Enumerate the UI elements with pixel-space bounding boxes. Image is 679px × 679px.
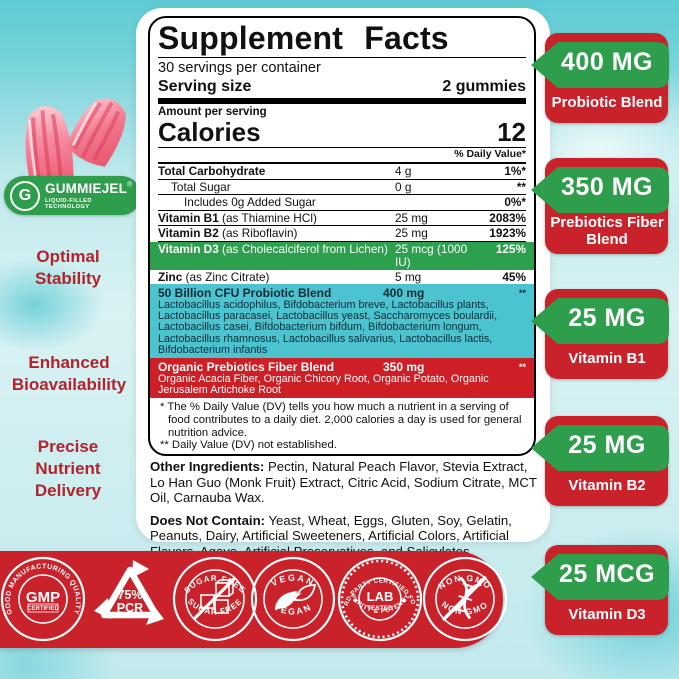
prebiotic-blend-section: Organic Prebiotics Fiber Blend 350 mg **… (150, 358, 534, 399)
svg-text:PCR: PCR (117, 601, 143, 615)
badge-arrow-icon (531, 298, 669, 344)
svg-text:GMP: GMP (26, 589, 60, 606)
calories-value: 12 (497, 117, 526, 147)
blend-ingredients: Lactobacillus acidophilus, Bifdobacteriu… (158, 299, 498, 356)
pcr-recycle-icon: 75% PCR (94, 560, 164, 625)
badge-probiotic-blend: 400 MG Probiotic Blend (526, 33, 670, 123)
table-row: Includes 0g Added Sugar 0%* (158, 195, 526, 211)
blend-name: Organic Prebiotics Fiber Blend (158, 360, 335, 375)
badge-amount: 350 MG (561, 173, 653, 201)
badge-vitamin-d3: 25 MCG Vitamin D3 (526, 545, 670, 635)
svg-text:LAB: LAB (367, 589, 394, 604)
probiotic-blend-section: 50 Billion CFU Probiotic Blend 400 mg **… (150, 284, 534, 359)
svg-text:75%: 75% (117, 588, 142, 602)
table-row: Vitamin B2 (as Riboflavin) 25 mg 1923% (158, 226, 526, 242)
badge-vitamin-b2: 25 MG Vitamin B2 (526, 416, 670, 506)
badge-label: Prebiotics Fiber Blend (550, 214, 664, 248)
serving-size-value: 2 gummies (442, 78, 526, 95)
badge-label: Vitamin B1 (568, 350, 646, 368)
blend-amount: 350 mg (383, 360, 425, 375)
table-row-highlighted: Vitamin D3 (as Cholecalciferol from Lich… (150, 241, 534, 270)
badge-arrow-icon (531, 167, 669, 213)
lab-tested-icon: 3RD PARTY CERTIFIED FOR PURITY & POTENCY… (336, 555, 423, 642)
badge-label: Vitamin D3 (568, 606, 646, 624)
badge-amount: 25 MG (568, 431, 646, 459)
divider-bar (158, 98, 526, 104)
badge-amount: 25 MG (568, 304, 646, 332)
servings-per-container: 30 servings per container (158, 60, 321, 76)
badge-vitamin-b1: 25 MG Vitamin B1 (526, 289, 670, 379)
dv-not-established-footnote: ** Daily Value (DV) not established. (160, 439, 337, 452)
svg-text:CERTIFIED: CERTIFIED (27, 606, 59, 612)
amount-per-serving: Amount per serving (158, 106, 267, 118)
gummy-candies-illustration (25, 98, 126, 183)
table-row: Zinc (as Zinc Citrate) 5 mg 45% (158, 269, 526, 284)
vegan-icon: VEGAN VEGAN (250, 556, 336, 642)
brand-logo-mark: G (10, 180, 40, 211)
blend-name: 50 Billion CFU Probiotic Blend (158, 286, 332, 300)
certification-banner: GOOD MANUFACTURING QUALITY GMP CERTIFIED… (0, 551, 508, 648)
sugar-free-icon: SUGAR FREE SUGAR FREE (172, 556, 258, 642)
calories-label: Calories (158, 117, 261, 147)
table-row: Vitamin B1 (as Thiamine HCl) 25 mg 2083% (158, 210, 526, 226)
daily-value-footnote: * The % Daily Value (DV) tells you how m… (160, 401, 522, 439)
svg-text:◆: ◆ (402, 598, 407, 604)
claim-precise-nutrient-delivery: Precise Nutrient Delivery (34, 437, 102, 500)
badge-arrow-icon (531, 554, 669, 600)
brand-subtitle: LIQUID-FILLED TECHNOLOGY (45, 197, 92, 210)
badge-label: Vitamin B2 (568, 477, 646, 495)
serving-size-label: Serving size (158, 78, 252, 95)
blend-ingredients: Organic Acacia Fiber, Organic Chicory Ro… (158, 373, 489, 397)
panel-title: Supplement Facts (158, 20, 449, 56)
badge-amount: 400 MG (561, 48, 653, 76)
brand-logo: G GUMMIEJEL® LIQUID-FILLED TECHNOLOGY (4, 176, 141, 215)
badge-prebiotics-fiber-blend: 350 MG Prebiotics Fiber Blend (526, 158, 670, 254)
gmp-certified-icon: GOOD MANUFACTURING QUALITY GMP CERTIFIED (0, 556, 86, 642)
other-ingredients: Other Ingredients: Pectin, Natural Peach… (150, 459, 537, 506)
svg-text:SUGAR FREE: SUGAR FREE (182, 574, 247, 595)
blend-amount: 400 mg (383, 286, 425, 300)
table-row: Total Sugar 0 g ** (158, 180, 526, 195)
registered-mark: ® (127, 181, 133, 189)
table-row: Total Carbohydrate 4 g 1%* (158, 164, 526, 180)
non-gmo-icon: NON GMO NON GMO (422, 556, 508, 642)
badge-label: Probiotic Blend (551, 94, 663, 112)
badge-arrow-icon (531, 425, 669, 471)
supplement-facts-panel: Supplement Facts 30 servings per contain… (148, 16, 536, 456)
badge-arrow-icon (531, 42, 669, 88)
blend-dv: ** (518, 288, 526, 298)
svg-text:◆: ◆ (353, 598, 358, 604)
svg-text:TESTED: TESTED (367, 605, 393, 612)
claim-enhanced-bioavailability: Enhanced Bioavailability (11, 353, 127, 394)
daily-value-header: % Daily Value* (158, 148, 526, 164)
badge-amount: 25 MCG (558, 560, 656, 588)
brand-name: GUMMIEJEL (45, 180, 128, 196)
blend-dv: ** (518, 362, 526, 373)
claim-optimal-stability: Optimal Stability (34, 247, 102, 288)
